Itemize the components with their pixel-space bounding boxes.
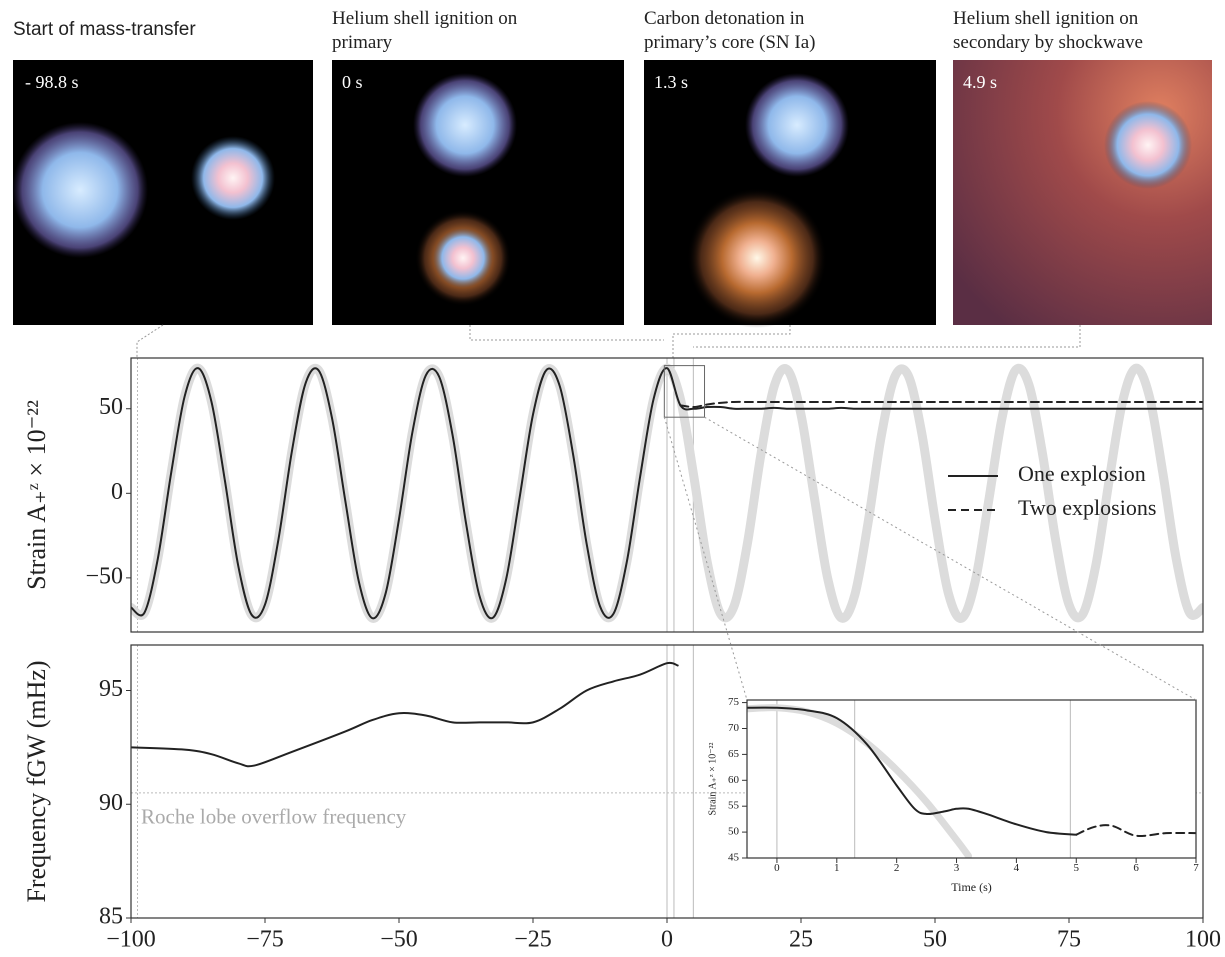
series-line: [1075, 824, 1196, 837]
plot-area: [747, 700, 1196, 858]
legend-label: One explosion: [1018, 461, 1146, 486]
x-tick-label: 0: [661, 926, 673, 952]
zoom-connector: [663, 417, 748, 701]
panel-caption: primary: [332, 32, 393, 53]
x-tick-label: 2: [894, 862, 900, 874]
x-axis-label: Time (s): [951, 880, 992, 894]
x-tick-label: −25: [514, 926, 552, 952]
x-tick-label: 5: [1074, 862, 1080, 874]
plot-frame: [746, 699, 1197, 859]
y-tick-label: 60: [728, 774, 740, 786]
plot-frame: [130, 357, 1204, 633]
panel-time: 1.3 s: [654, 72, 688, 92]
panel-caption: secondary by shockwave: [953, 32, 1143, 53]
series-line: [747, 706, 1078, 836]
annotation: Roche lobe overflow frequency: [141, 805, 407, 829]
y-axis-label: Strain A₊ᶻ × 10⁻²²: [22, 400, 51, 590]
y-tick-label: 65: [728, 748, 740, 760]
y-tick-label: 70: [728, 722, 740, 734]
x-tick-label: 6: [1133, 862, 1139, 874]
series-line: [679, 400, 1203, 409]
x-tick-label: −50: [380, 926, 418, 952]
connectors: [136, 324, 1081, 358]
panel-time: 0 s: [342, 72, 363, 92]
x-tick-label: 4: [1014, 862, 1020, 874]
legend-label: Two explosions: [1018, 495, 1156, 520]
panel-caption: Carbon detonation in: [644, 8, 805, 29]
y-tick-label: 45: [728, 852, 740, 864]
y-tick-label: −50: [85, 563, 123, 589]
panel-caption: Helium shell ignition on: [953, 8, 1139, 29]
x-tick-label: −100: [106, 926, 156, 952]
x-tick-label: 1: [834, 862, 840, 874]
panel-caption: Helium shell ignition on: [332, 8, 518, 29]
y-tick-label: 90: [99, 790, 123, 816]
x-tick-label: 7: [1193, 862, 1199, 874]
panel-time: 4.9 s: [963, 72, 997, 92]
x-tick-label: −75: [246, 926, 284, 952]
panel-time: - 98.8 s: [25, 72, 79, 92]
y-axis-label: Frequency fGW (mHz): [22, 660, 51, 902]
y-tick-label: 50: [728, 826, 740, 838]
y-tick-label: 50: [99, 394, 123, 420]
x-tick-label: 50: [923, 926, 947, 952]
zoom-box: [663, 365, 706, 418]
y-tick-label: 75: [728, 696, 740, 708]
plot: −50 0 50 Strain A₊ᶻ × 10⁻²² One explosion Two…: [22, 357, 1204, 633]
x-tick-label: 25: [789, 926, 813, 952]
x-tick-label: 75: [1057, 926, 1081, 952]
x-tick-label: 3: [954, 862, 960, 874]
series-line: [131, 661, 679, 768]
panel-caption: Start of mass-transfer: [13, 19, 196, 40]
x-tick-label: 0: [774, 862, 780, 874]
y-tick-label: 0: [111, 479, 123, 505]
y-axis-label: Strain A₊ᶻ × 10⁻²²: [707, 743, 718, 816]
y-tick-label: 95: [99, 676, 123, 702]
panel-images: [12, 60, 1212, 328]
series-line: [131, 367, 1203, 620]
panel-text: Start of mass-transfer Helium shell igni…: [13, 8, 1143, 92]
y-tick-label: 55: [728, 800, 740, 812]
panel-caption: primary’s core (SN Ia): [644, 32, 815, 53]
y-tick-label: 85: [99, 904, 123, 930]
x-tick-label: 100: [1185, 926, 1221, 952]
